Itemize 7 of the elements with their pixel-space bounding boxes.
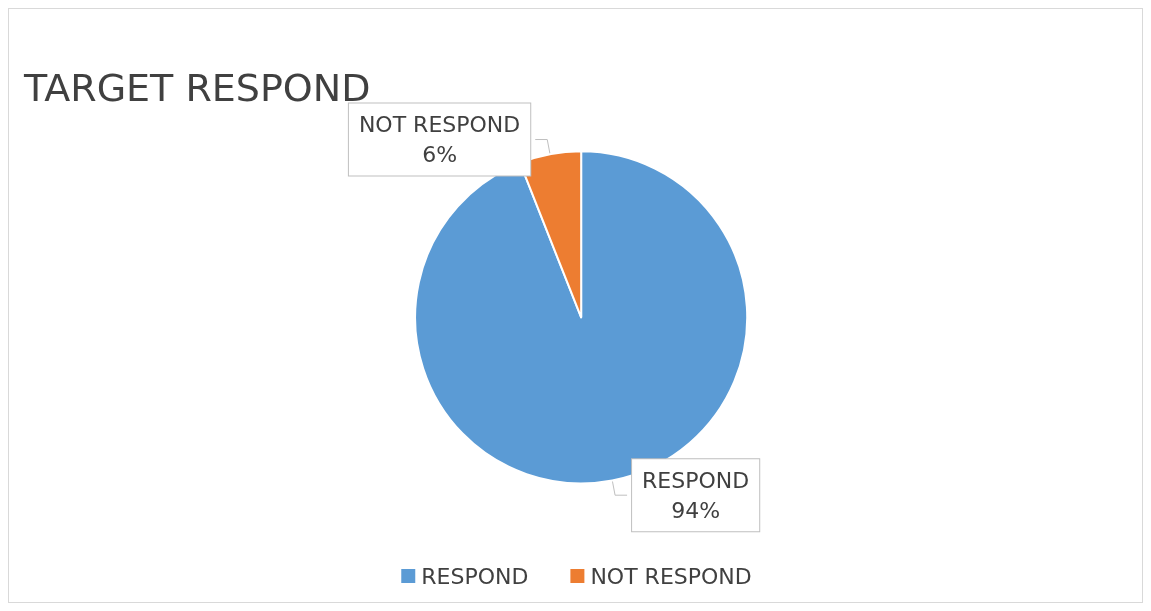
data-label: 94% [671,497,721,523]
legend-label: RESPOND [421,563,529,589]
slice-label: RESPOND [642,467,750,493]
data-label: 6% [422,142,458,168]
legend-label: NOT RESPOND [590,563,752,589]
slice-label: NOT RESPOND [358,112,521,138]
chart-title: TARGET RESPOND [23,66,371,110]
